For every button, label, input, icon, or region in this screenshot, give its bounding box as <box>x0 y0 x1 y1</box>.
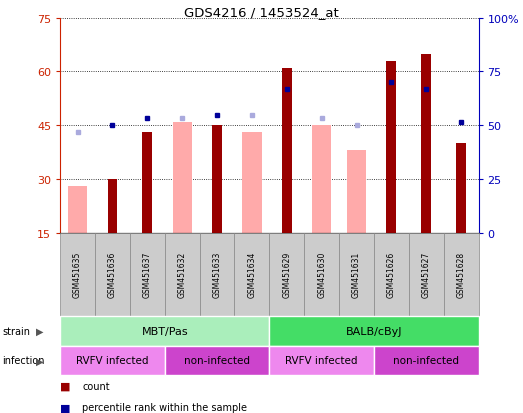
Text: GSM451631: GSM451631 <box>352 252 361 298</box>
Bar <box>234 233 269 316</box>
Text: GSM451627: GSM451627 <box>422 252 431 298</box>
Text: ■: ■ <box>60 381 71 391</box>
Text: percentile rank within the sample: percentile rank within the sample <box>82 402 247 412</box>
Text: GSM451634: GSM451634 <box>247 252 256 298</box>
Text: non-infected: non-infected <box>184 356 250 366</box>
Text: ▶: ▶ <box>36 326 43 336</box>
Text: RVFV infected: RVFV infected <box>76 356 149 366</box>
Text: GSM451637: GSM451637 <box>143 252 152 298</box>
Bar <box>312 126 331 233</box>
Text: GSM451629: GSM451629 <box>282 252 291 298</box>
Bar <box>282 69 292 233</box>
Text: ■: ■ <box>60 402 71 412</box>
Text: GSM451626: GSM451626 <box>387 252 396 298</box>
Text: MBT/Pas: MBT/Pas <box>141 326 188 336</box>
Text: GSM451636: GSM451636 <box>108 252 117 298</box>
Bar <box>60 233 95 316</box>
Text: GDS4216 / 1453524_at: GDS4216 / 1453524_at <box>184 6 339 19</box>
Bar <box>386 62 396 233</box>
Bar <box>444 233 479 316</box>
Bar <box>374 346 479 375</box>
Text: strain: strain <box>3 326 31 336</box>
Text: GSM451632: GSM451632 <box>178 252 187 298</box>
Bar <box>173 122 192 233</box>
Bar <box>304 233 339 316</box>
Bar <box>374 233 409 316</box>
Text: GSM451633: GSM451633 <box>212 252 222 298</box>
Text: infection: infection <box>3 356 45 366</box>
Text: GSM451630: GSM451630 <box>317 252 326 298</box>
Bar <box>130 233 165 316</box>
Text: BALB/cByJ: BALB/cByJ <box>346 326 402 336</box>
Text: GSM451628: GSM451628 <box>457 252 465 298</box>
Bar <box>60 346 165 375</box>
Bar <box>347 151 366 233</box>
Text: non-infected: non-infected <box>393 356 459 366</box>
Text: count: count <box>82 381 110 391</box>
Bar <box>456 144 466 233</box>
Bar <box>242 133 262 233</box>
Text: ▶: ▶ <box>36 356 43 366</box>
Bar <box>269 346 374 375</box>
Bar <box>269 233 304 316</box>
Bar <box>269 316 479 346</box>
Bar <box>212 126 222 233</box>
Bar <box>68 187 87 233</box>
Text: GSM451635: GSM451635 <box>73 252 82 298</box>
Text: RVFV infected: RVFV infected <box>286 356 358 366</box>
Bar <box>60 316 269 346</box>
Bar <box>165 233 200 316</box>
Bar <box>339 233 374 316</box>
Bar <box>95 233 130 316</box>
Bar <box>422 55 431 233</box>
Bar <box>200 233 234 316</box>
Bar <box>165 346 269 375</box>
Bar <box>108 180 117 233</box>
Bar <box>409 233 444 316</box>
Bar <box>142 133 152 233</box>
